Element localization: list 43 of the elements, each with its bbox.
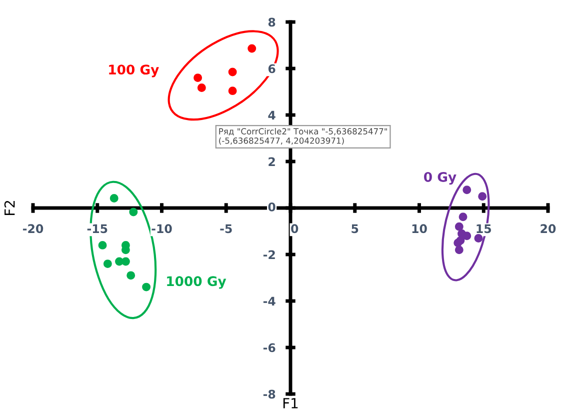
y-tick-label: -8 — [263, 390, 276, 399]
point — [142, 282, 151, 292]
point — [194, 74, 202, 82]
x-tick-label: 15 — [476, 224, 492, 234]
point — [456, 236, 465, 245]
text: 100 Gy — [109, 64, 159, 78]
point — [228, 86, 237, 96]
point — [478, 192, 487, 201]
point — [228, 68, 237, 76]
y-tick-label: 2 — [268, 157, 275, 166]
point — [110, 194, 118, 202]
x-tick-label: -10 — [152, 224, 172, 234]
point — [454, 246, 464, 254]
y-tick-label: -6 — [263, 343, 276, 352]
x-tick-label: 0 — [291, 224, 298, 234]
y-tick-label: -4 — [263, 296, 276, 306]
point — [129, 208, 138, 216]
series-label: 1000 Gy — [167, 276, 226, 289]
x-tick-label: 20 — [540, 224, 556, 234]
point — [126, 271, 136, 280]
y-tick-label: 6 — [268, 64, 276, 74]
point — [454, 222, 464, 231]
y-tick-label: 4 — [268, 110, 276, 120]
point — [462, 232, 472, 240]
x-tick-label: -5 — [220, 224, 232, 234]
point — [197, 84, 206, 92]
y-axis-title: F2 — [4, 200, 15, 216]
point — [248, 44, 256, 53]
y-tick-label: 0 — [268, 202, 276, 212]
x-tick-label: -20 — [22, 224, 44, 234]
annotation: Ряд "CorrCircle2" Точка "-5,636825477" (-5,636825477, 4,204203971) — [219, 128, 387, 145]
point — [474, 234, 483, 242]
point — [98, 240, 107, 250]
x-tick-label: 5 — [352, 224, 358, 234]
point — [462, 186, 472, 194]
y-tick-label: 8 — [268, 18, 276, 27]
x-tick-label: -15 — [87, 224, 108, 234]
y-tick-label: -2 — [263, 250, 275, 259]
point — [458, 212, 468, 222]
x-tick-label: 10 — [412, 224, 427, 234]
series-label: 0 Gy — [424, 172, 456, 185]
point — [103, 260, 112, 268]
x-axis-title: F1 — [283, 398, 298, 408]
